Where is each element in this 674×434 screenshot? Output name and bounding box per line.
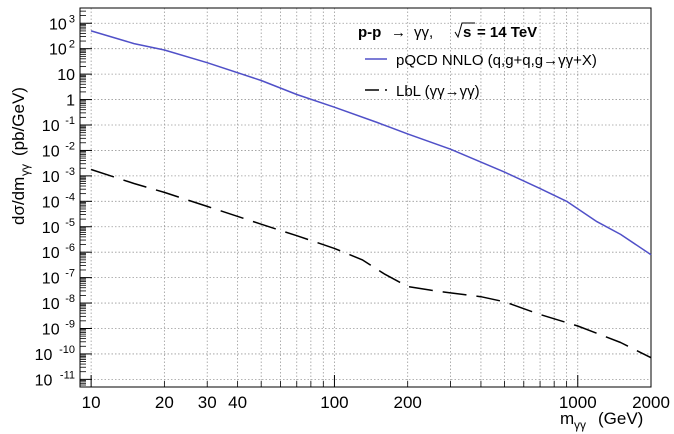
y-tick-label-exponent: -8	[65, 293, 75, 305]
x-axis-title: m γγ (GeV)	[560, 409, 643, 432]
y-tick-label-base: 10	[49, 42, 67, 59]
title-sqrt-s: s	[463, 24, 471, 41]
y-tick-label-exponent: -1	[65, 115, 75, 127]
x-tick-label: 1000	[559, 393, 597, 412]
sqrt-symbol	[454, 22, 475, 39]
y-tick-label: 10 -7	[42, 268, 75, 288]
y-tick-label-exponent: -5	[65, 217, 75, 229]
y-tick-label-base: 10	[42, 118, 60, 135]
y-tick-label-exponent: -4	[65, 191, 75, 203]
y-tick-label-exponent: -10	[59, 344, 75, 356]
y-tick-label: 10 -6	[42, 242, 75, 262]
y-tick-label: 1	[66, 93, 75, 110]
x-tick-label: 30	[198, 393, 217, 412]
x-tick-label: 100	[320, 393, 348, 412]
y-tick-label: 10	[57, 67, 75, 84]
legend: pQCD NNLO (q,g+q,g→γγ+X) LbL (γγ→γγ)	[365, 52, 597, 100]
y-tick-label-base: 10	[35, 372, 53, 389]
y-tick-label-exponent: 3	[69, 13, 75, 25]
y-tick-label-exponent: -9	[65, 318, 75, 330]
y-tick-label-exponent: -7	[65, 268, 75, 280]
y-tick-label-base: 10	[42, 321, 60, 338]
title-energy: = 14 TeV	[477, 24, 537, 41]
y-tick-label: 10 -3	[42, 166, 75, 186]
y-tick-label: 10 -2	[42, 140, 75, 160]
y-tick-label-base: 10	[57, 67, 75, 84]
y-tick-label: 10 -5	[42, 217, 75, 237]
y-tick-label-base: 10	[42, 296, 60, 313]
x-tick-label: 200	[394, 393, 422, 412]
series-lines	[90, 30, 652, 359]
y-tick-label-base: 1	[66, 93, 75, 110]
y-tick-label-base: 10	[42, 271, 60, 288]
y-tick-label-base: 10	[42, 194, 60, 211]
y-tick-label: 10 -11	[35, 369, 75, 389]
series-line-pqcd	[90, 30, 652, 256]
y-tick-label-base: 10	[49, 16, 67, 33]
x-axis-title-sub: γγ	[574, 418, 586, 432]
title-arrow: →	[391, 24, 406, 41]
y-tick-label: 10 -4	[42, 191, 75, 211]
y-tick-label-base: 10	[42, 245, 60, 262]
y-tick-label-exponent: -11	[60, 369, 75, 381]
grid	[80, 8, 651, 387]
y-tick-label: 10 -10	[35, 344, 75, 364]
x-tick-label: 2000	[632, 393, 670, 412]
series-line-lbl	[90, 168, 652, 359]
legend-label-lbl: LbL (γγ→γγ)	[396, 83, 480, 100]
y-tick-label: 10 2	[49, 39, 75, 59]
x-tick-label: 40	[228, 393, 247, 412]
y-tick-label-exponent: -2	[65, 140, 75, 152]
y-tick-label: 10 -9	[42, 318, 75, 338]
y-tick-label-base: 10	[35, 347, 53, 364]
title-final-state: γγ,	[414, 24, 433, 41]
y-tick-label-base: 10	[42, 220, 60, 237]
x-axis-title-main: m	[560, 409, 574, 428]
title-process: p-p	[358, 24, 381, 41]
legend-label-pqcd: pQCD NNLO (q,g+q,g→γγ+X)	[396, 52, 597, 69]
y-tick-label: 10 3	[49, 13, 75, 33]
y-axis-title-main: dσ/dm	[9, 177, 28, 225]
x-tick-label: 20	[155, 393, 174, 412]
y-axis-title-sub: γγ	[18, 164, 32, 176]
y-tick-label-base: 10	[42, 143, 60, 160]
y-tick-label-exponent: 2	[69, 39, 75, 51]
y-tick-label: 10 -8	[42, 293, 75, 313]
chart-title: p-p → γγ, s = 14 TeV	[358, 22, 537, 41]
y-tick-label: 10 -1	[42, 115, 75, 135]
y-tick-label-exponent: -3	[65, 166, 75, 178]
x-axis-title-unit: (GeV)	[598, 409, 643, 428]
x-tick-label: 10	[82, 393, 101, 412]
y-tick-label-base: 10	[42, 169, 60, 186]
plot-frame	[79, 7, 652, 388]
y-axis-title-unit: (pb/GeV)	[9, 87, 28, 156]
y-axis-title: dσ/dm γγ (pb/GeV)	[9, 87, 32, 225]
y-tick-label-exponent: -6	[65, 242, 75, 254]
